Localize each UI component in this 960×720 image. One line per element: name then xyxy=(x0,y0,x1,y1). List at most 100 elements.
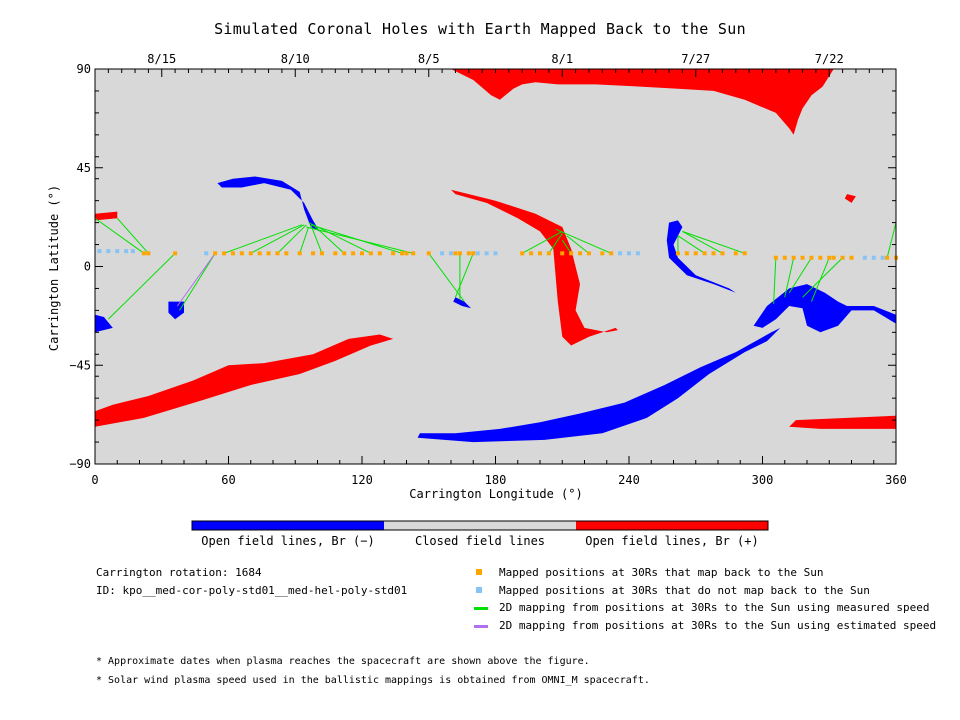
mapped-point xyxy=(529,251,534,256)
colorbar xyxy=(191,520,769,531)
measured-mapping-line xyxy=(94,217,145,254)
measured-mapping-line xyxy=(555,228,612,254)
legend-label: 2D mapping from positions at 30Rs to the… xyxy=(499,601,930,614)
unmapped-point xyxy=(115,249,120,254)
mapped-point xyxy=(377,251,382,256)
mapped-points xyxy=(97,249,898,260)
left-negative-spot xyxy=(168,301,184,320)
central-negative-spot xyxy=(453,297,471,309)
mapped-point xyxy=(368,251,373,256)
mapped-point xyxy=(146,251,151,256)
west-positive-spot xyxy=(95,211,118,221)
mapped-point xyxy=(609,251,614,256)
legend-swatch-purple xyxy=(474,625,488,628)
mapped-point xyxy=(466,251,471,256)
measured-mapping-line xyxy=(548,233,563,254)
mapped-point xyxy=(733,251,738,256)
measured-mapping-line xyxy=(250,224,305,254)
mapped-point xyxy=(411,251,416,256)
y-tick-label: 0 xyxy=(84,260,91,274)
top-date-label: 8/10 xyxy=(281,52,310,66)
mapped-point xyxy=(586,251,591,256)
north-negative-hook xyxy=(217,176,320,232)
measured-mapping-line xyxy=(306,226,414,254)
chart-title: Simulated Coronal Holes with Earth Mappe… xyxy=(214,20,746,38)
mapped-point xyxy=(284,251,289,256)
colorbar-frame xyxy=(191,520,769,531)
mapped-point xyxy=(311,251,316,256)
measured-mapping-line xyxy=(310,224,323,254)
mapped-point xyxy=(248,251,253,256)
x-tick-label: 180 xyxy=(485,473,507,487)
mapped-point xyxy=(840,255,845,260)
mapped-point xyxy=(711,251,716,256)
top-date-label: 7/27 xyxy=(681,52,710,66)
x-axis-title: Carrington Longitude (°) xyxy=(409,487,582,501)
mapped-point xyxy=(578,251,583,256)
y-tick-label: 90 xyxy=(77,62,91,76)
southwest-negative-spot xyxy=(95,314,113,333)
unmapped-point xyxy=(484,251,489,256)
y-axis-title: Carrington Latitude (°) xyxy=(47,185,61,351)
measured-mapping-line xyxy=(886,222,897,258)
measured-mapping-line xyxy=(682,230,745,254)
central-positive-hole xyxy=(451,189,618,346)
mapped-point xyxy=(520,251,525,256)
unmapped-point xyxy=(475,251,480,256)
mapped-point xyxy=(457,251,462,256)
measured-mapping-line xyxy=(454,253,474,298)
mapped-point xyxy=(319,251,324,256)
southeast-negative-hole xyxy=(753,284,896,333)
mapped-point xyxy=(800,255,805,260)
x-tick-label: 360 xyxy=(885,473,907,487)
mapped-point xyxy=(742,251,747,256)
model-id: ID: kpo__med-cor-poly-std01__med-hel-pol… xyxy=(96,584,408,597)
mapped-point xyxy=(471,251,476,256)
measured-mapping-line xyxy=(784,257,795,298)
mapped-point xyxy=(141,251,146,256)
mapped-point xyxy=(404,251,409,256)
mapped-point xyxy=(297,251,302,256)
colorbar-segment xyxy=(384,521,576,530)
south-negative-band xyxy=(417,327,781,443)
legend-label: Mapped positions at 30Rs that do not map… xyxy=(499,584,870,597)
mapped-point xyxy=(257,251,262,256)
colorbar-segment xyxy=(576,521,768,530)
mapped-point xyxy=(702,251,707,256)
southeast-positive-hole xyxy=(789,415,896,429)
measured-mapping-line xyxy=(428,253,465,302)
colorbar-label-positive: Open field lines, Br (+) xyxy=(585,534,759,548)
unmapped-point xyxy=(449,251,453,256)
mid-negative-filament xyxy=(666,220,736,293)
mapped-point xyxy=(222,251,227,256)
colorbar-label-closed: Closed field lines xyxy=(414,534,546,548)
unmapped-point xyxy=(440,251,445,256)
axis-ticks: 0 60 120 180 240 300 360 90 45 0 −45 −90 8/15 8/10 8/5… xyxy=(69,52,907,487)
mapped-point xyxy=(791,255,796,260)
mapped-point xyxy=(560,251,565,256)
plot-background xyxy=(95,69,896,464)
measured-mapping-line xyxy=(788,257,812,294)
mapped-point xyxy=(360,251,364,256)
footnote-omni: * Solar wind plasma speed used in the ba… xyxy=(96,675,650,686)
mapped-point xyxy=(453,251,458,256)
x-tick-label: 0 xyxy=(91,473,98,487)
measured-mapping-line xyxy=(223,224,303,254)
top-date-label: 8/1 xyxy=(551,52,573,66)
mapped-point xyxy=(684,251,689,256)
top-date-label: 8/15 xyxy=(147,52,176,66)
mapped-point xyxy=(400,251,405,256)
measured-mapping-line xyxy=(802,257,843,298)
measured-mapping-line xyxy=(521,230,563,254)
carrington-rotation: Carrington rotation: 1684 xyxy=(96,566,262,579)
measured-mapping-line xyxy=(277,224,307,254)
mapped-point xyxy=(342,251,347,256)
mapped-point xyxy=(818,255,823,260)
y-tick-label: −45 xyxy=(69,358,91,372)
legend-swatch-green xyxy=(474,607,488,610)
unmapped-point xyxy=(130,249,135,254)
measured-mapping-line xyxy=(773,257,777,304)
footnote-dates: * Approximate dates when plasma reaches … xyxy=(96,656,590,667)
estimated-mapping-line xyxy=(176,253,216,307)
mapped-point xyxy=(831,255,836,260)
